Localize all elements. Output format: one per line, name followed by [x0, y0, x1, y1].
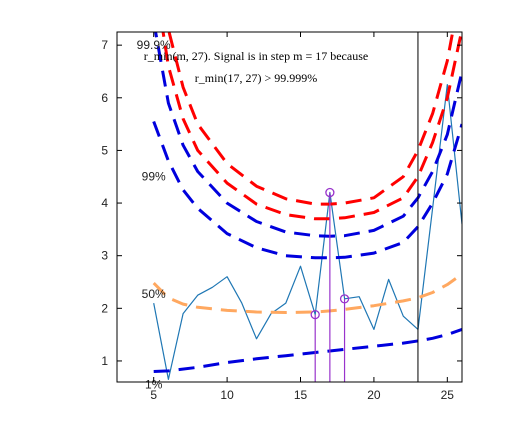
stem-marker-2 [339, 294, 350, 304]
series-line-1 [167, 32, 455, 206]
x-tick-label-2: 15 [294, 388, 308, 402]
series-line-2 [161, 32, 462, 221]
y-tick-label-3: 4 [101, 196, 108, 210]
x-tick-label-3: 20 [367, 388, 381, 402]
x-tick-label-1: 10 [220, 388, 234, 402]
y-tick-label-1: 2 [101, 301, 108, 315]
y-tick-label-0: 1 [101, 354, 108, 368]
series-line-4 [152, 120, 462, 260]
series-line-3 [154, 32, 462, 238]
plot-frame [116, 31, 463, 383]
x-tick-label-4: 25 [441, 388, 455, 402]
y-tick-label-2: 3 [101, 249, 108, 263]
series-line-0 [153, 84, 462, 380]
y-tick-label-6: 7 [101, 38, 108, 52]
stem-marker-0 [310, 309, 320, 320]
annotation-line-1: r_min(m, 27). Signal is in step m = 17 b… [144, 49, 368, 63]
annotation: r_min(m, 27). Signal is in step m = 17 b… [144, 49, 368, 85]
percentile-label-1: 99% [142, 170, 166, 184]
series-line-5 [152, 272, 462, 314]
percentile-label-3: 1% [145, 378, 163, 392]
stems-layer [310, 187, 350, 382]
percentile-label-0: 99.9% [137, 38, 171, 52]
axes: 5 10 15 20 25 1 2 3 4 5 6 7 [101, 32, 462, 402]
x-tick-label-0: 5 [150, 388, 157, 402]
stem-marker-1 [325, 187, 335, 198]
y-tick-label-5: 6 [101, 91, 108, 105]
y-tick-label-4: 5 [101, 143, 108, 157]
percentile-labels: 99.9% 99% 50% 1% [137, 38, 171, 391]
annotation-line-2: r_min(17, 27) > 99.999% [195, 71, 317, 85]
percentile-label-2: 50% [142, 287, 166, 301]
